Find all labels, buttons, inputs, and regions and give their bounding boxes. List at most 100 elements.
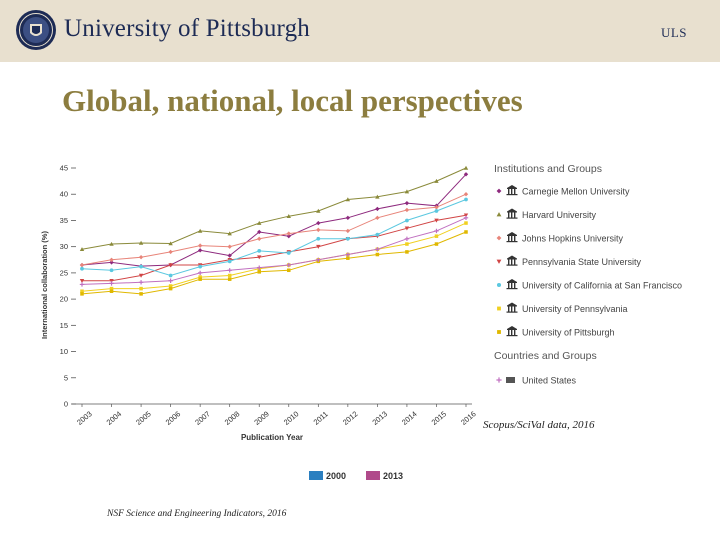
building-column <box>511 259 513 265</box>
legend-label-2013: 2013 <box>383 471 403 481</box>
institution-building-icon <box>506 232 518 243</box>
data-point <box>139 264 143 269</box>
data-point <box>227 273 232 278</box>
year-legend-bar: 2000 2013 <box>309 471 403 481</box>
data-point <box>404 226 410 231</box>
building-roof <box>507 232 517 235</box>
data-point <box>80 292 84 296</box>
data-point <box>375 215 380 221</box>
data-point <box>138 240 144 245</box>
building-roof <box>507 208 517 212</box>
building-beam <box>507 211 517 213</box>
building-column <box>508 306 510 312</box>
slide-title: Global, national, local perspectives <box>62 83 523 118</box>
legend-title-institutions: Institutions and Groups <box>494 163 602 175</box>
institution-building-icon <box>506 185 518 196</box>
flag-icon <box>506 377 515 383</box>
data-point <box>109 257 114 262</box>
building-column <box>508 259 510 265</box>
data-point <box>197 248 203 253</box>
x-tick-label: 2004 <box>105 409 124 427</box>
building-base <box>506 311 518 313</box>
data-point <box>168 286 173 291</box>
building-beam <box>507 305 517 307</box>
building-roof <box>507 302 517 306</box>
data-point <box>79 278 85 283</box>
data-point <box>139 292 143 296</box>
data-point <box>434 209 439 213</box>
uls-tag: ULS <box>660 25 687 40</box>
legend-marker <box>496 259 502 264</box>
data-point <box>404 189 410 194</box>
x-tick-label: 2005 <box>134 409 153 427</box>
data-point <box>138 273 144 278</box>
building-column <box>511 283 513 288</box>
chart-series-layer <box>79 165 469 296</box>
building-column <box>508 189 510 194</box>
y-axis-label: International collaboration (%) <box>40 231 49 339</box>
data-point <box>109 281 114 286</box>
legend-marker <box>497 306 501 311</box>
series-carnegie-mellon-university <box>79 172 469 269</box>
data-point <box>405 250 409 254</box>
data-point <box>345 236 350 241</box>
x-tick-label: 2008 <box>223 409 242 427</box>
data-point <box>404 207 410 213</box>
data-point <box>375 247 380 252</box>
header-bar: University of Pittsburgh ULS <box>0 0 720 62</box>
x-tick-label: 2009 <box>252 409 271 427</box>
data-point <box>405 242 409 246</box>
building-column <box>514 259 516 265</box>
data-point <box>404 236 410 241</box>
legend-title-countries: Countries and Groups <box>494 350 597 362</box>
building-beam <box>507 235 517 236</box>
data-point <box>345 215 351 221</box>
building-roof <box>507 279 517 282</box>
building-beam <box>507 329 517 330</box>
series-line <box>81 222 467 292</box>
data-point <box>375 206 380 212</box>
building-base <box>506 335 518 337</box>
legend-swatch-2013 <box>366 471 380 480</box>
y-tick-label: 10 <box>60 347 68 356</box>
building-column <box>508 236 510 241</box>
source-caption-right: Scopus/SciVal data, 2016 <box>483 419 595 431</box>
data-point <box>227 277 232 281</box>
data-point <box>138 254 144 260</box>
legend-marker <box>496 188 502 194</box>
building-column <box>511 189 513 194</box>
x-tick-label: 2010 <box>282 409 301 427</box>
data-point <box>139 286 143 291</box>
data-point <box>375 232 380 237</box>
building-base <box>506 194 518 196</box>
data-point <box>109 278 114 283</box>
data-point <box>79 262 85 268</box>
data-point <box>109 241 114 246</box>
data-point <box>168 278 173 283</box>
data-point <box>345 228 351 234</box>
data-point <box>405 218 409 223</box>
data-point <box>168 284 173 288</box>
legend-marker <box>496 377 502 383</box>
series-harvard-university <box>79 165 469 252</box>
x-tick-label: 2003 <box>75 409 94 427</box>
data-point <box>138 280 144 285</box>
data-point <box>198 275 202 279</box>
institution-building-icon <box>506 208 518 219</box>
data-point <box>434 234 439 238</box>
data-point <box>198 277 202 281</box>
data-point <box>287 268 291 273</box>
series-line <box>81 167 467 250</box>
data-point <box>227 244 232 249</box>
data-point <box>464 221 468 225</box>
legend-marker <box>496 212 502 217</box>
building-column <box>514 306 516 312</box>
y-tick-label: 30 <box>60 242 68 251</box>
series-pennsylvania-state-university <box>79 213 469 283</box>
y-tick-label: 20 <box>60 295 68 304</box>
data-point <box>80 266 84 271</box>
series-line <box>81 173 467 267</box>
building-roof <box>507 185 517 188</box>
data-point <box>109 286 114 291</box>
university-name: University of Pittsburgh <box>64 15 311 42</box>
